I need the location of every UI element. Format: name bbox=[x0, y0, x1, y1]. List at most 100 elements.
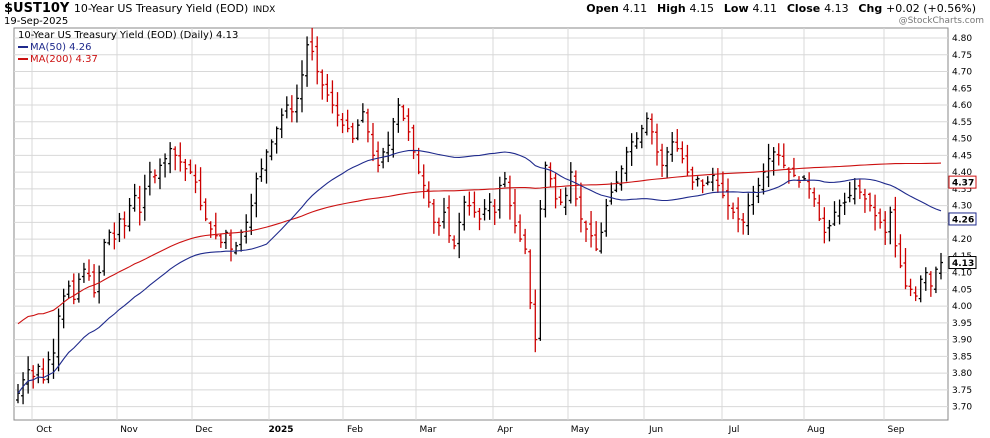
price-bar bbox=[396, 97, 401, 133]
price-bar bbox=[847, 181, 852, 203]
price-bar bbox=[81, 262, 86, 283]
x-tick-label: Jul bbox=[728, 425, 740, 435]
price-bar bbox=[756, 177, 761, 204]
price-bar bbox=[720, 171, 725, 199]
price-bar bbox=[426, 181, 431, 208]
price-bar bbox=[36, 363, 41, 384]
price-bar bbox=[513, 188, 517, 234]
price-bar bbox=[452, 235, 457, 250]
price-bar bbox=[360, 103, 365, 123]
chg-label: Chg bbox=[858, 2, 883, 15]
y-tick-label: 4.75 bbox=[952, 51, 972, 61]
price-bar bbox=[705, 176, 710, 186]
price-bar bbox=[563, 187, 568, 216]
legend-ma50-text: MA(50) 4.26 bbox=[30, 42, 92, 53]
y-tick-label: 4.60 bbox=[952, 101, 972, 111]
price-bar bbox=[264, 149, 269, 184]
price-bar bbox=[619, 165, 624, 191]
price-bar bbox=[142, 174, 147, 221]
price-bar bbox=[827, 219, 832, 242]
price-bar bbox=[218, 233, 223, 248]
low-value: 4.11 bbox=[752, 2, 777, 15]
price-bar bbox=[41, 358, 46, 384]
price-bar bbox=[381, 147, 386, 169]
x-tick-label: Oct bbox=[36, 425, 52, 435]
price-bar bbox=[604, 198, 609, 237]
price-bar bbox=[87, 259, 91, 281]
price-bar bbox=[102, 238, 107, 276]
price-bar bbox=[898, 234, 903, 269]
price-bar bbox=[766, 143, 771, 188]
y-tick-label: 4.05 bbox=[952, 285, 972, 295]
price-bar bbox=[685, 144, 690, 177]
price-bar bbox=[305, 36, 310, 87]
price-bar bbox=[487, 193, 492, 220]
price-bar bbox=[436, 217, 441, 236]
price-bar bbox=[147, 161, 152, 196]
price-bar bbox=[386, 131, 391, 163]
price-bar bbox=[447, 195, 452, 243]
price-bar bbox=[168, 142, 173, 174]
price-bar bbox=[690, 166, 695, 190]
price-bar bbox=[599, 222, 604, 254]
price-bar bbox=[680, 141, 685, 164]
legend-ma200: MA(200) 4.37 bbox=[18, 54, 238, 66]
price-bar bbox=[442, 197, 446, 229]
price-bar bbox=[249, 193, 254, 235]
x-tick-label: Nov bbox=[120, 425, 138, 435]
open-value: 4.11 bbox=[622, 2, 648, 15]
price-bar bbox=[893, 196, 898, 258]
price-bar bbox=[791, 157, 796, 178]
price-bar bbox=[203, 198, 208, 222]
price-bar bbox=[700, 179, 705, 194]
price-bar bbox=[492, 199, 497, 226]
price-bar bbox=[289, 95, 294, 123]
price-bar bbox=[573, 170, 578, 207]
price-bar bbox=[467, 191, 472, 216]
price-bar bbox=[279, 108, 284, 139]
close-last-tag-box bbox=[948, 256, 977, 270]
price-bar bbox=[715, 168, 720, 193]
price-bar bbox=[928, 271, 933, 297]
price-bar bbox=[918, 275, 923, 303]
price-bar bbox=[812, 187, 817, 207]
chart-date: 19-Sep-2025 bbox=[4, 16, 69, 27]
price-bar bbox=[158, 158, 162, 190]
price-bar bbox=[695, 176, 700, 187]
x-tick-label: Feb bbox=[347, 425, 363, 435]
price-bar bbox=[31, 365, 36, 389]
high-value: 4.15 bbox=[689, 2, 715, 15]
price-bar bbox=[61, 288, 66, 329]
price-bar bbox=[127, 198, 132, 232]
price-bar bbox=[320, 69, 325, 100]
price-bar bbox=[822, 207, 827, 244]
price-bar bbox=[548, 162, 553, 188]
price-bar bbox=[284, 96, 289, 119]
chg-value: +0.02 (+0.56%) bbox=[886, 2, 976, 15]
price-bar bbox=[746, 193, 751, 235]
y-tick-label: 4.40 bbox=[952, 168, 972, 178]
price-bar bbox=[26, 356, 31, 394]
legend-ma50: MA(50) 4.26 bbox=[18, 42, 238, 54]
price-bar bbox=[325, 73, 330, 102]
price-bar bbox=[629, 133, 634, 166]
y-tick-label: 4.35 bbox=[952, 185, 972, 195]
y-tick-label: 3.95 bbox=[952, 319, 972, 329]
y-tick-label: 4.45 bbox=[952, 151, 972, 161]
low-label: Low bbox=[723, 2, 749, 15]
price-bar bbox=[259, 158, 264, 182]
price-bar bbox=[594, 221, 599, 252]
price-bar bbox=[543, 161, 548, 218]
x-tick-label: Sep bbox=[888, 425, 905, 435]
ma50-swatch bbox=[18, 46, 28, 48]
ma200-last-tag-text: 4.37 bbox=[952, 179, 974, 189]
price-bar bbox=[857, 179, 862, 200]
open-label: Open bbox=[586, 2, 619, 15]
x-tick-label: 2025 bbox=[268, 425, 293, 435]
price-bar bbox=[837, 199, 842, 225]
price-bar bbox=[553, 173, 558, 209]
ma50-line bbox=[17, 149, 942, 394]
price-bar bbox=[497, 176, 502, 219]
